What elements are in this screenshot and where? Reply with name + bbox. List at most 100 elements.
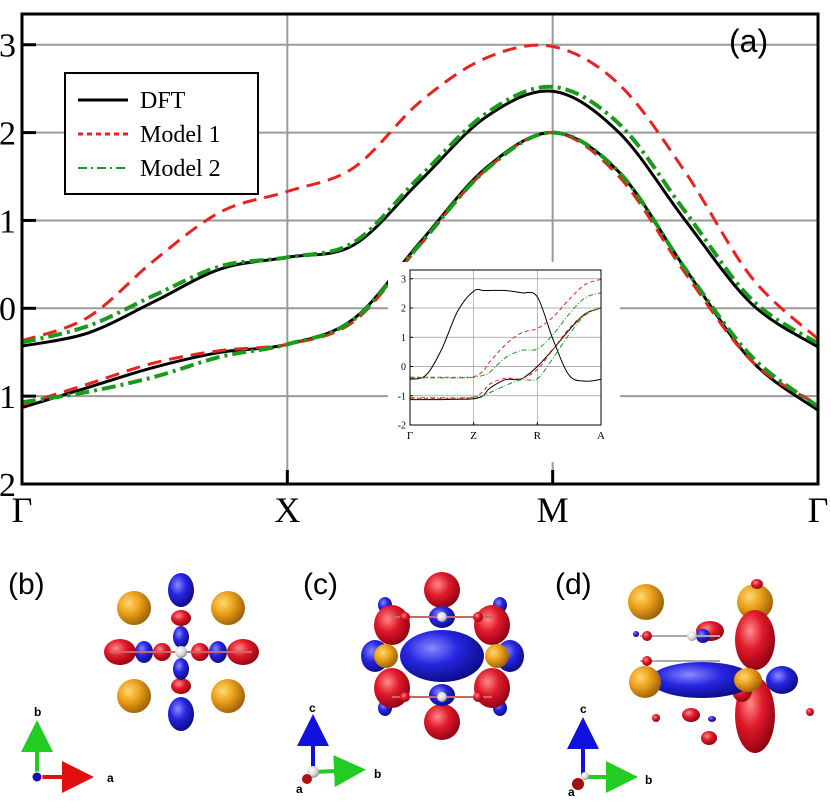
metal-atom — [211, 591, 245, 625]
orbital-lobe-red — [806, 708, 814, 716]
y-tick-label: -2 — [398, 421, 406, 432]
y-tick-label: 0 — [401, 362, 406, 373]
axis-out-a — [572, 778, 584, 790]
orbital-lobe-blue — [650, 662, 754, 698]
series-line-model-2-lower — [22, 130, 818, 409]
panel-label-a: (a) — [729, 23, 768, 59]
orbital-lobe-red — [652, 714, 660, 722]
center-atom — [642, 631, 652, 641]
series-line-model-2-upper — [410, 292, 601, 379]
metal-atom — [628, 584, 664, 620]
main-axis-ticks — [20, 43, 820, 486]
inset-plot-frame — [409, 269, 602, 426]
metal-atom — [211, 679, 245, 713]
series-line-dft-upper — [410, 288, 601, 382]
main-tick-labels: -2 -1 0 1 2 3 Γ X M Γ — [0, 28, 828, 530]
center-atom — [437, 692, 447, 702]
panel-label-c: (c) — [303, 568, 338, 601]
legend-label-dft: DFT — [140, 88, 186, 114]
inset-tick-labels: -2 -1 0 1 2 3 Γ Z R A — [398, 274, 605, 442]
orbital-lobe-red — [474, 668, 510, 708]
orbital-lobe-blue — [766, 666, 798, 694]
metal-atom — [734, 668, 762, 692]
y-tick-label: 1 — [401, 333, 406, 344]
metal-atom — [737, 584, 773, 620]
legend: DFT Model 1 Model 2 — [64, 72, 259, 195]
orbital-lobe-red — [424, 704, 460, 740]
axis-label-b: b — [645, 773, 652, 787]
inset-band-plot: -2 -1 0 1 2 3 Γ Z R A — [388, 262, 620, 462]
axis-label-a: a — [296, 782, 303, 796]
orbital-lobe-blue — [708, 716, 716, 722]
center-atom — [175, 646, 187, 658]
axis-out-a — [302, 774, 312, 784]
axis-origin — [31, 771, 43, 783]
center-atom — [400, 612, 410, 622]
y-tick-label: 2 — [401, 304, 406, 315]
x-tick-label: X — [274, 490, 300, 530]
center-atom — [437, 612, 447, 622]
x-tick-label: M — [537, 490, 569, 530]
orbital-lobe-blue — [168, 573, 194, 607]
y-tick-label: 3 — [0, 28, 16, 65]
x-tick-label: R — [534, 430, 542, 442]
orbital-lobe-red — [751, 579, 763, 589]
series-line-dft-lower — [410, 307, 601, 401]
center-atom — [473, 612, 483, 622]
orbital-lobe-red — [682, 708, 700, 722]
metal-atom — [117, 679, 151, 713]
y-tick-label: 2 — [0, 115, 16, 152]
y-tick-label: -1 — [0, 379, 16, 416]
x-tick-label: Γ — [407, 430, 413, 442]
orbital-lobe-red — [735, 610, 775, 670]
y-tick-label: -1 — [398, 391, 406, 402]
series-line-model-2-lower — [410, 307, 601, 399]
center-atom — [473, 692, 483, 702]
x-tick-label: Γ — [12, 490, 33, 530]
series-line-dft-upper — [22, 89, 818, 349]
center-atom — [642, 656, 652, 666]
center-atom — [400, 692, 410, 702]
orbital-lobe-red — [701, 731, 717, 745]
axis-label-a: a — [568, 785, 575, 799]
axis-label-b: b — [34, 705, 41, 719]
axis-triad-c: c b a — [296, 701, 381, 796]
main-band-lines — [22, 43, 818, 412]
orbital-lobe-blue — [173, 626, 189, 648]
panel-label-d: (d) — [555, 568, 592, 601]
y-tick-label: 1 — [0, 203, 16, 240]
series-line-model-1-lower — [22, 131, 818, 407]
x-tick-label: Z — [470, 430, 477, 442]
axis-label-c: c — [580, 702, 587, 716]
axis-label-c: c — [309, 701, 316, 715]
inset-band-lines — [410, 278, 601, 401]
inset-background — [388, 262, 620, 462]
y-tick-label: 0 — [0, 291, 16, 328]
axis-label-b: b — [374, 767, 381, 781]
orbital-lobe-red — [424, 572, 460, 608]
orbital-panel-d — [628, 579, 814, 753]
series-line-model-2-upper — [22, 84, 818, 346]
axis-triad-b: b a — [21, 705, 114, 793]
orbital-lobe-blue — [400, 630, 484, 682]
x-tick-label: Γ — [808, 490, 829, 530]
main-plot-frame — [20, 12, 820, 486]
series-line-model-1-upper — [22, 43, 818, 343]
orbital-lobe-blue — [168, 697, 194, 731]
orbital-lobe-red — [374, 605, 410, 645]
axis-origin — [581, 772, 589, 780]
orbital-panel-b — [104, 573, 259, 731]
metal-atom — [485, 644, 509, 668]
axis-triad-d: c b a — [567, 702, 652, 799]
inset-axis-ticks — [409, 278, 602, 426]
orbital-lobe-red — [171, 610, 191, 626]
orbital-lobe-blue — [173, 658, 189, 680]
y-tick-label: 3 — [401, 274, 406, 285]
x-tick-label: A — [597, 430, 605, 442]
orbital-panel-c — [361, 572, 524, 740]
axis-arrow-b — [312, 755, 366, 788]
inset-grid — [410, 270, 601, 425]
axis-label-a: a — [107, 771, 114, 785]
panel-label-b: (b) — [8, 568, 45, 601]
